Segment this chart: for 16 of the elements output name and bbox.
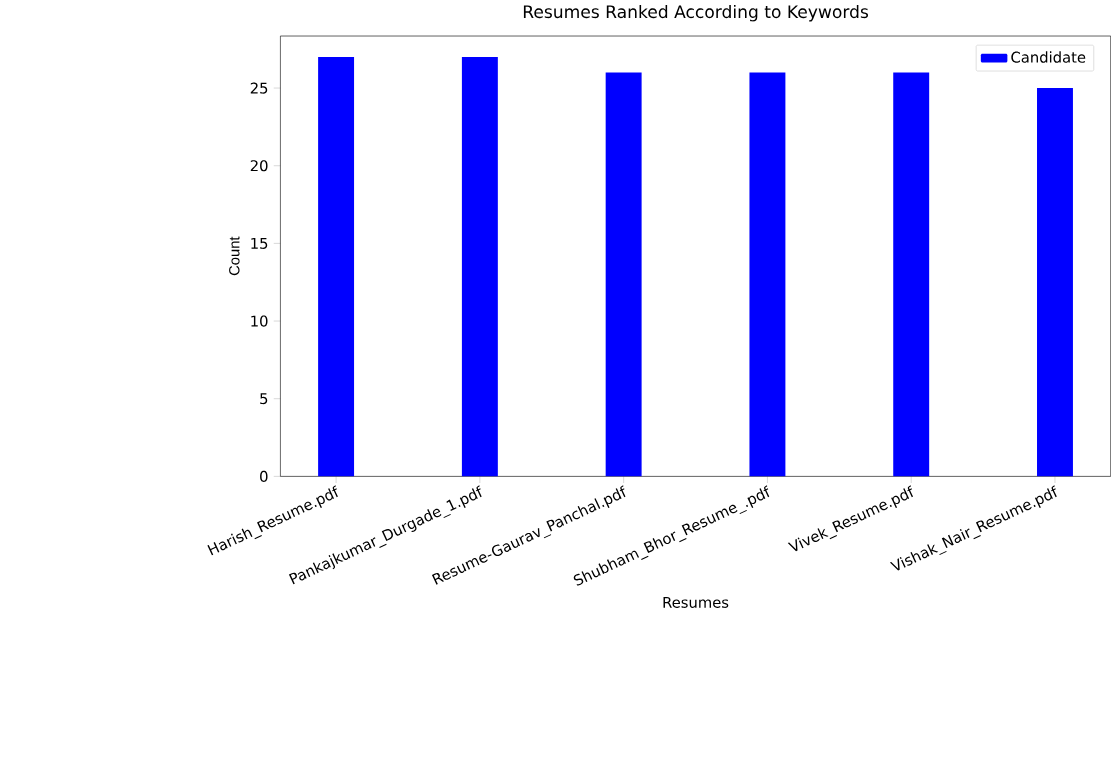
bar bbox=[318, 56, 355, 477]
y-tick-label: 10 bbox=[251, 315, 268, 327]
legend-label: Candidate bbox=[1011, 51, 1086, 63]
bar bbox=[461, 56, 498, 477]
y-tick-label: 5 bbox=[260, 393, 268, 405]
chart-title: Resumes Ranked According to Keywords bbox=[523, 4, 869, 22]
bar bbox=[749, 72, 786, 477]
bar bbox=[1037, 87, 1073, 477]
y-tick-label: 20 bbox=[250, 159, 268, 172]
y-tick-label: 0 bbox=[260, 470, 268, 482]
bar bbox=[605, 72, 642, 477]
y-tick-label: 25 bbox=[250, 82, 268, 94]
bar bbox=[893, 72, 930, 477]
y-axis-title: Count bbox=[229, 236, 240, 276]
y-tick-label: 15 bbox=[251, 237, 268, 249]
x-axis-title: Resumes bbox=[663, 596, 729, 608]
